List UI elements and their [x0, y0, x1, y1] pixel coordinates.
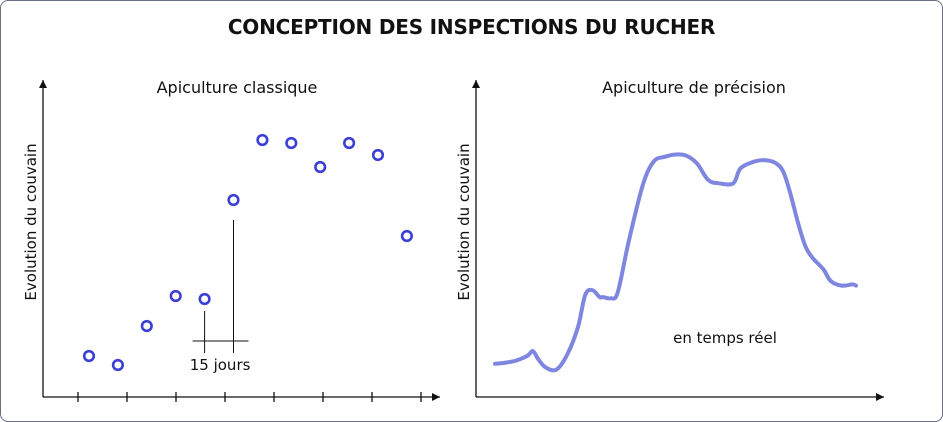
data-point — [82, 349, 96, 363]
data-point — [400, 229, 414, 243]
main-title: CONCEPTION DES INSPECTIONS DU RUCHER — [227, 15, 716, 39]
interval-annotation: 15 jours — [190, 220, 251, 374]
left-data-points — [82, 133, 414, 372]
left-chart-title: Apiculture classique — [157, 78, 318, 97]
data-point — [371, 148, 385, 162]
data-point — [343, 136, 356, 150]
data-point — [140, 319, 153, 333]
data-point — [314, 160, 327, 174]
interval-label: 15 jours — [190, 356, 251, 374]
realtime-label: en temps réel — [673, 329, 777, 347]
right-y-axis-label: Evolution du couvain — [455, 143, 473, 300]
data-point — [111, 358, 124, 372]
right-series-line — [493, 152, 858, 373]
data-point — [227, 193, 240, 207]
right-chart: Apiculture de précision Evolution du cou… — [455, 78, 884, 401]
left-x-ticks — [77, 392, 422, 402]
left-chart: Apiculture classique Evolution du couvai… — [22, 78, 440, 402]
right-chart-title: Apiculture de précision — [602, 78, 786, 97]
data-point — [256, 133, 269, 147]
data-point — [285, 136, 298, 150]
data-point — [198, 292, 211, 306]
data-point — [169, 289, 182, 303]
left-y-axis-label: Evolution du couvain — [22, 143, 40, 300]
